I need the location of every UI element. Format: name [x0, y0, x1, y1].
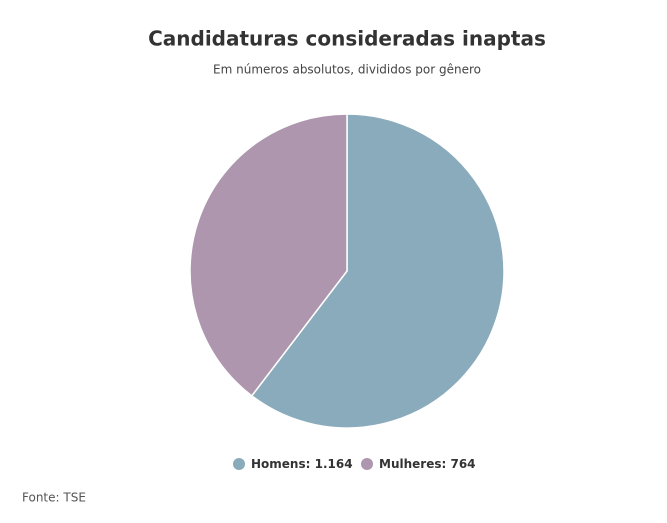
- legend-separator: :: [306, 457, 315, 471]
- legend-marker: [361, 458, 373, 470]
- pie: [189, 113, 505, 429]
- legend-value: 1.164: [315, 457, 353, 471]
- pie-slice: [189, 113, 348, 397]
- legend-label: Homens: 1.164: [251, 457, 353, 471]
- legend-name: Mulheres: [379, 457, 441, 471]
- legend-marker: [233, 458, 245, 470]
- source: Fonte: TSE: [22, 491, 86, 505]
- legend-name: Homens: [251, 457, 306, 471]
- pie-slice: [250, 113, 505, 429]
- legend-label: Mulheres: 764: [379, 457, 476, 471]
- legend-value: 764: [450, 457, 475, 471]
- legend: Homens: 1.164 Mulheres: 764: [233, 457, 476, 471]
- chart-subtitle: Em números absolutos, divididos por gêne…: [213, 63, 481, 77]
- legend-separator: :: [441, 457, 450, 471]
- chart-title: Candidaturas consideradas inaptas: [148, 27, 546, 51]
